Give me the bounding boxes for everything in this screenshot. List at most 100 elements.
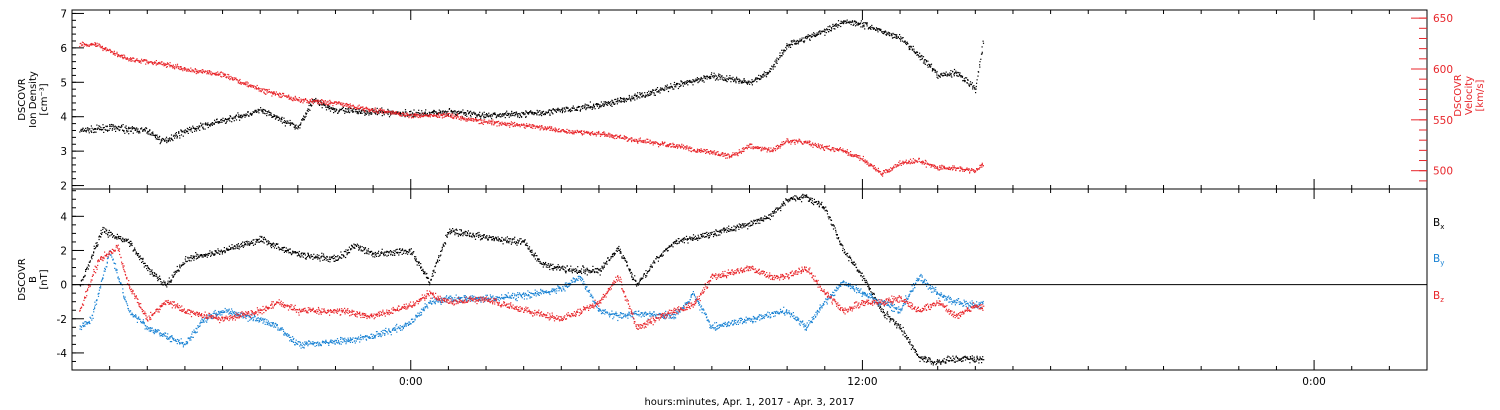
velocity-series-point xyxy=(620,137,622,139)
velocity-series-point xyxy=(235,77,237,79)
ion-density-series-point xyxy=(735,80,737,82)
ion-density-series-point xyxy=(706,75,709,77)
velocity-series-point xyxy=(634,140,637,142)
ion-density-series-point xyxy=(326,106,328,109)
velocity-series-point xyxy=(893,167,895,169)
ion-density-series-point xyxy=(899,38,902,40)
ion-density-series-point xyxy=(103,126,105,129)
b-bx-series-point xyxy=(228,248,230,250)
b-bx-series-point xyxy=(287,248,289,250)
ion-density-series-point xyxy=(239,114,241,116)
ion-density-series-point xyxy=(102,129,104,131)
ion-density-series-point xyxy=(549,114,551,116)
b-bx-series-point xyxy=(170,281,172,283)
velocity-series-point xyxy=(91,43,93,45)
velocity-series-point xyxy=(229,79,231,81)
ion-density-series-point xyxy=(603,105,605,107)
ion-density-series-point xyxy=(856,21,858,24)
velocity-series-point xyxy=(316,100,318,102)
ion-density-series-point xyxy=(207,126,209,129)
velocity-series-point xyxy=(778,146,780,148)
velocity-series-point xyxy=(194,69,196,71)
b-bx-series-point xyxy=(291,253,293,255)
velocity-series-point xyxy=(122,57,124,59)
b-bx-series-point xyxy=(466,232,468,234)
b-bx-series-point xyxy=(93,248,95,250)
ion-density-series-point xyxy=(738,82,740,84)
b-bx-series-point xyxy=(442,243,444,245)
ion-density-series-point xyxy=(636,98,638,100)
velocity-series-point xyxy=(749,143,751,145)
velocity-series-point xyxy=(834,150,836,152)
velocity-series-point xyxy=(906,163,908,165)
ion-density-series-point xyxy=(972,86,974,89)
velocity-series-point xyxy=(312,100,314,102)
velocity-series-point xyxy=(882,173,884,175)
velocity-series-point xyxy=(99,44,101,46)
velocity-series-point xyxy=(689,147,691,150)
b-bx-series-point xyxy=(217,248,219,250)
velocity-series-point xyxy=(149,61,151,63)
b-bx-series-point xyxy=(333,254,335,256)
ion-density-series-point xyxy=(570,110,572,112)
ion-density-series-point xyxy=(151,134,153,136)
velocity-series-point xyxy=(468,119,470,121)
ion-density-series-point xyxy=(269,112,271,114)
ion-density-series-point xyxy=(179,137,181,139)
ion-density-series-point xyxy=(759,78,761,80)
b-bx-series-point xyxy=(219,253,221,255)
ion-density-series-point xyxy=(978,71,980,73)
ion-density-series-point xyxy=(129,127,131,129)
velocity-series-point xyxy=(123,57,125,59)
b-bx-series-point xyxy=(250,240,253,242)
ion-density-series-point xyxy=(925,61,928,63)
b-bx-series-point xyxy=(513,238,515,240)
b-bx-series-point xyxy=(258,241,260,243)
velocity-series-point xyxy=(761,148,763,150)
velocity-series-point xyxy=(550,129,552,131)
ion-density-series-point xyxy=(764,75,766,77)
velocity-series-point xyxy=(348,104,350,106)
velocity-series-point xyxy=(856,156,858,158)
ion-density-series-point xyxy=(290,123,292,125)
ion-density-series-point xyxy=(155,138,157,140)
ion-density-series-point xyxy=(159,143,161,145)
velocity-series-point xyxy=(405,114,407,117)
velocity-series-point xyxy=(981,164,983,166)
velocity-series-point xyxy=(207,72,209,74)
velocity-series-point xyxy=(950,167,952,169)
velocity-series-point xyxy=(451,115,453,117)
velocity-series-point xyxy=(930,164,932,166)
velocity-series-point xyxy=(201,69,203,71)
velocity-series-point xyxy=(219,72,221,74)
velocity-series-point xyxy=(699,149,702,151)
ion-density-series-point xyxy=(743,79,745,81)
b-bx-series-point xyxy=(449,233,451,235)
b-bx-series-point xyxy=(246,240,248,242)
ion-density-series-point xyxy=(129,127,131,129)
velocity-series-point xyxy=(390,111,392,113)
velocity-series-point xyxy=(746,148,748,150)
velocity-series-point xyxy=(916,161,919,163)
velocity-series-point xyxy=(767,148,770,150)
ion-density-series-point xyxy=(194,127,197,129)
ion-density-series-point xyxy=(717,79,719,81)
b-bx-series-point xyxy=(493,240,495,242)
b-bx-series-point xyxy=(340,251,342,253)
ion-density-series-point xyxy=(392,111,394,113)
b-bx-series-point xyxy=(161,281,163,284)
ion-density-series-point xyxy=(760,75,762,78)
velocity-series-point xyxy=(146,60,148,62)
ion-density-series-point xyxy=(180,134,183,136)
b-bx-series-point xyxy=(533,253,535,255)
ion-density-series-point xyxy=(866,25,868,27)
b-bx-series-point xyxy=(448,233,450,235)
ion-density-series-point xyxy=(242,115,244,117)
b-bx-series-point xyxy=(210,255,212,257)
velocity-series-point xyxy=(416,113,418,115)
b-bx-series-point xyxy=(335,259,337,261)
ion-density-series-point xyxy=(806,35,808,37)
velocity-series-point xyxy=(875,170,877,172)
velocity-series-point xyxy=(109,49,111,51)
velocity-series-point xyxy=(461,118,463,120)
